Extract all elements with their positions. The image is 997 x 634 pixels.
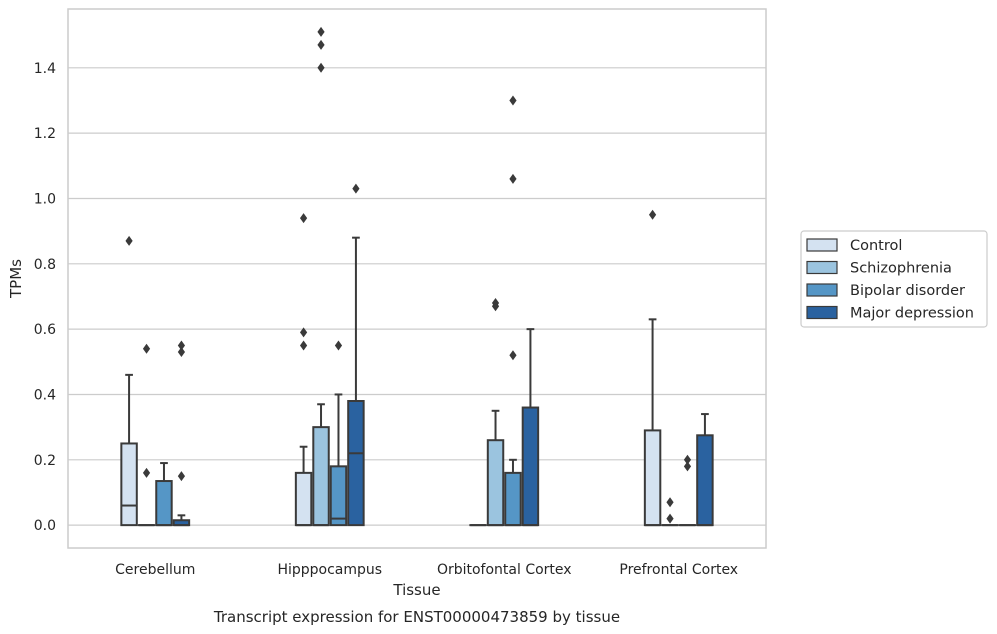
box-group bbox=[643, 209, 662, 527]
legend-swatch bbox=[806, 283, 838, 297]
outlier-point bbox=[177, 471, 186, 482]
outlier-point bbox=[317, 39, 325, 50]
box-group bbox=[137, 343, 156, 527]
plot-frame bbox=[67, 8, 767, 549]
y-tick-label: 0.2 bbox=[34, 453, 56, 469]
box-group bbox=[521, 328, 540, 527]
y-tick-label: 0.8 bbox=[34, 257, 56, 273]
outlier-point bbox=[142, 343, 151, 354]
box-group bbox=[294, 213, 313, 527]
legend: Control Schizophrenia Bipolar disorder Majo… bbox=[800, 230, 988, 328]
outlier-point bbox=[317, 26, 325, 37]
box bbox=[643, 429, 662, 527]
box-group bbox=[678, 454, 697, 527]
legend-swatch bbox=[806, 305, 838, 320]
box bbox=[486, 439, 505, 527]
outlier-point bbox=[299, 327, 308, 338]
outlier-point bbox=[509, 350, 517, 361]
legend-label: Schizophrenia bbox=[850, 261, 952, 277]
x-axis-title: Tissue bbox=[392, 581, 440, 599]
x-tick-label: Orbitofontal Cortex bbox=[437, 562, 572, 578]
y-tick-label: 0.6 bbox=[34, 322, 56, 338]
legend-swatch bbox=[806, 238, 838, 252]
boxes bbox=[120, 26, 714, 527]
legend-label: Major depression bbox=[850, 306, 974, 322]
box-group bbox=[329, 340, 348, 527]
box bbox=[312, 426, 330, 527]
box-group bbox=[347, 183, 365, 527]
legend-label: Bipolar disorder bbox=[850, 283, 965, 299]
outlier-point bbox=[352, 183, 360, 194]
outlier-point bbox=[509, 95, 517, 106]
outlier-point bbox=[142, 467, 151, 478]
box bbox=[329, 465, 348, 527]
outlier-point bbox=[509, 173, 517, 184]
gridlines bbox=[68, 67, 766, 526]
y-axis-title: TPMs bbox=[7, 259, 25, 299]
x-tick-label: Cerebellum bbox=[115, 562, 195, 578]
legend-label: Control bbox=[850, 238, 902, 254]
outlier-point bbox=[299, 213, 308, 224]
y-tick-label: 0.4 bbox=[34, 387, 56, 403]
x-tick-label: Hipppocampus bbox=[277, 562, 382, 578]
outlier-point bbox=[666, 513, 674, 524]
outlier-point bbox=[683, 454, 692, 465]
outlier-point bbox=[648, 209, 657, 220]
outlier-point bbox=[125, 235, 133, 246]
box bbox=[696, 434, 714, 527]
box bbox=[155, 480, 173, 527]
outlier-point bbox=[317, 62, 325, 73]
legend-swatch bbox=[806, 260, 838, 275]
y-tick-labels: 0.0 0.2 0.4 0.6 0.8 1.0 1.2 1.4 bbox=[34, 61, 56, 534]
x-tick-labels: Cerebellum Hipppocampus Orbitofontal Corte… bbox=[115, 562, 738, 578]
box-group bbox=[696, 413, 714, 527]
outlier-point bbox=[334, 340, 343, 351]
outlier-point bbox=[683, 461, 692, 472]
box bbox=[120, 442, 138, 527]
box-group bbox=[661, 497, 679, 527]
y-tick-label: 1.2 bbox=[34, 126, 56, 142]
outlier-point bbox=[666, 497, 674, 508]
chart-caption: Transcript expression for ENST0000047385… bbox=[213, 608, 620, 626]
outlier-point bbox=[177, 340, 186, 351]
outlier-point bbox=[491, 298, 500, 308]
y-tick-label: 1.0 bbox=[34, 191, 56, 207]
outlier-point bbox=[177, 347, 186, 357]
box bbox=[294, 471, 313, 527]
box-group bbox=[120, 235, 138, 527]
y-tick-label: 0.0 bbox=[34, 518, 56, 534]
box-group bbox=[486, 298, 505, 527]
box bbox=[347, 400, 365, 527]
outlier-point bbox=[299, 340, 308, 351]
legend-frame bbox=[800, 230, 988, 328]
box-group bbox=[155, 462, 173, 527]
box bbox=[521, 406, 540, 527]
box-group bbox=[504, 95, 522, 527]
y-tick-label: 1.4 bbox=[34, 61, 56, 77]
box bbox=[504, 471, 522, 527]
box-group bbox=[172, 340, 191, 527]
box-group bbox=[312, 26, 330, 527]
x-tick-label: Prefrontal Cortex bbox=[619, 562, 738, 578]
